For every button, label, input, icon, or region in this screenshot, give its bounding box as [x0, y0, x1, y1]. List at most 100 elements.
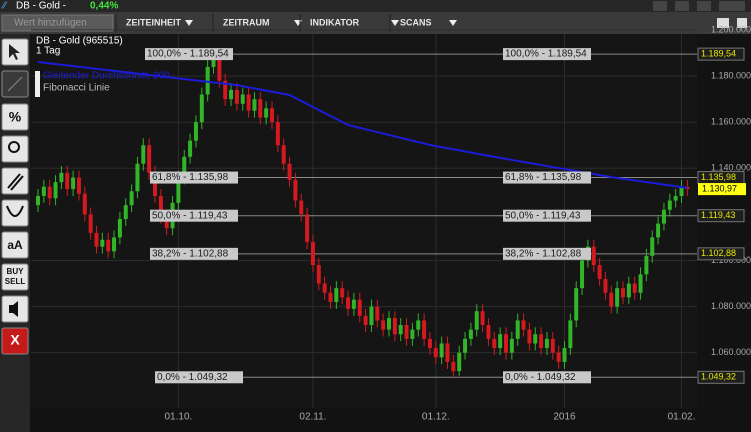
price-box	[697, 209, 745, 223]
candle-body	[597, 265, 602, 279]
text-button[interactable]	[1, 231, 29, 259]
layout-icon[interactable]	[737, 18, 747, 28]
legend-handle[interactable]	[35, 71, 40, 97]
price-label: 1.119,43	[701, 210, 735, 220]
candle-body	[556, 352, 561, 362]
arc-button[interactable]	[1, 199, 29, 227]
x-tick-label: 01.10.	[164, 412, 192, 423]
candle-body	[638, 274, 643, 293]
candle-body	[609, 292, 614, 307]
candle-body	[539, 334, 544, 349]
menu-item[interactable]: INDIKATOR	[310, 17, 360, 27]
minimize[interactable]	[653, 1, 667, 11]
candle-body	[445, 343, 450, 362]
candle-body	[685, 186, 690, 190]
candle-body	[270, 108, 274, 123]
candle-body	[264, 108, 269, 118]
candle-body	[433, 348, 438, 358]
menu-item[interactable]: SCANS	[400, 17, 432, 27]
menu-item[interactable]: ZEITEINHEIT	[126, 17, 182, 27]
sound-icon	[9, 301, 18, 317]
fib-label-box	[150, 171, 238, 184]
candle-body	[123, 205, 128, 219]
candle-body	[82, 193, 87, 215]
search-input[interactable]	[1, 14, 114, 32]
fib-label-box	[150, 209, 238, 222]
percent-button[interactable]	[1, 103, 29, 131]
candle-body	[544, 338, 549, 349]
candle-body	[457, 352, 462, 372]
candle-body	[328, 292, 333, 302]
candle-body	[351, 299, 356, 309]
x-tick-label: 01.12.	[422, 412, 450, 423]
candle-body	[679, 186, 684, 196]
close[interactable]	[719, 1, 745, 11]
candle-body	[188, 140, 193, 157]
candle-body	[603, 278, 608, 293]
candle-body	[404, 325, 409, 339]
zoom-button[interactable]	[1, 135, 29, 163]
candle-body	[375, 306, 380, 321]
candle-body	[153, 172, 157, 196]
candle-body	[550, 338, 555, 353]
folder-icon[interactable]	[717, 18, 729, 28]
search-placeholder: Wert hinzufügen	[14, 18, 87, 29]
fib-label-box	[503, 171, 591, 184]
line-icon	[7, 76, 23, 92]
y-tick-label: 1.160.000	[711, 117, 751, 127]
candle-body	[223, 80, 228, 100]
candle-body	[135, 163, 140, 192]
candle-body	[211, 57, 216, 67]
candle-body	[258, 99, 263, 118]
candle-body	[275, 122, 280, 146]
plot	[31, 29, 697, 408]
candle-body	[106, 239, 111, 252]
chart-subtitle: 1 Tag	[36, 46, 60, 57]
window-controls	[653, 1, 745, 11]
candle-body	[299, 200, 304, 215]
last-price-box	[698, 183, 746, 196]
fib-label: 38,2% - 1.102,88	[152, 248, 229, 259]
candle-body	[229, 89, 234, 100]
candle-body	[626, 283, 631, 298]
candle-body	[492, 338, 497, 349]
delete-button[interactable]	[1, 327, 29, 355]
candle-body	[346, 297, 351, 309]
candle-body	[141, 145, 146, 164]
buy-sell-button[interactable]	[1, 263, 29, 291]
percent-label: %	[9, 109, 22, 125]
candle-body	[521, 320, 526, 330]
restore[interactable]	[697, 1, 711, 11]
candle-body	[504, 334, 508, 353]
price-label: 1.102,88	[701, 248, 736, 258]
fib-label-box	[503, 371, 591, 384]
menu-item[interactable]: ZEITRAUM	[223, 17, 270, 27]
candle-body	[387, 318, 391, 330]
candle-body	[59, 172, 64, 183]
candle-body	[305, 214, 310, 243]
buy-label: BUY	[7, 267, 25, 276]
candle-body	[533, 334, 538, 344]
candle-body	[88, 214, 93, 233]
candle-body	[252, 99, 257, 111]
candle-body	[94, 232, 99, 247]
candle-body	[661, 209, 666, 224]
price-box	[697, 370, 745, 384]
toolbar	[0, 12, 751, 34]
candle-body	[71, 177, 76, 190]
sell-label: SELL	[5, 277, 26, 286]
x-tick-label: 2016	[553, 412, 576, 423]
candle-body	[369, 306, 374, 326]
candle-body	[147, 145, 152, 173]
maximize[interactable]	[675, 1, 689, 11]
x-tick-label: 02.11.	[299, 412, 326, 423]
price-label: 1.049,32	[701, 372, 736, 382]
x-tick-label: 01.02.	[668, 412, 696, 423]
fib-label: 100,0% - 1.189,54	[147, 49, 229, 60]
candle-body	[36, 195, 40, 206]
candle-body	[439, 343, 444, 358]
candle-body	[562, 348, 567, 362]
candle-body	[515, 320, 520, 339]
candle-body	[574, 288, 579, 321]
